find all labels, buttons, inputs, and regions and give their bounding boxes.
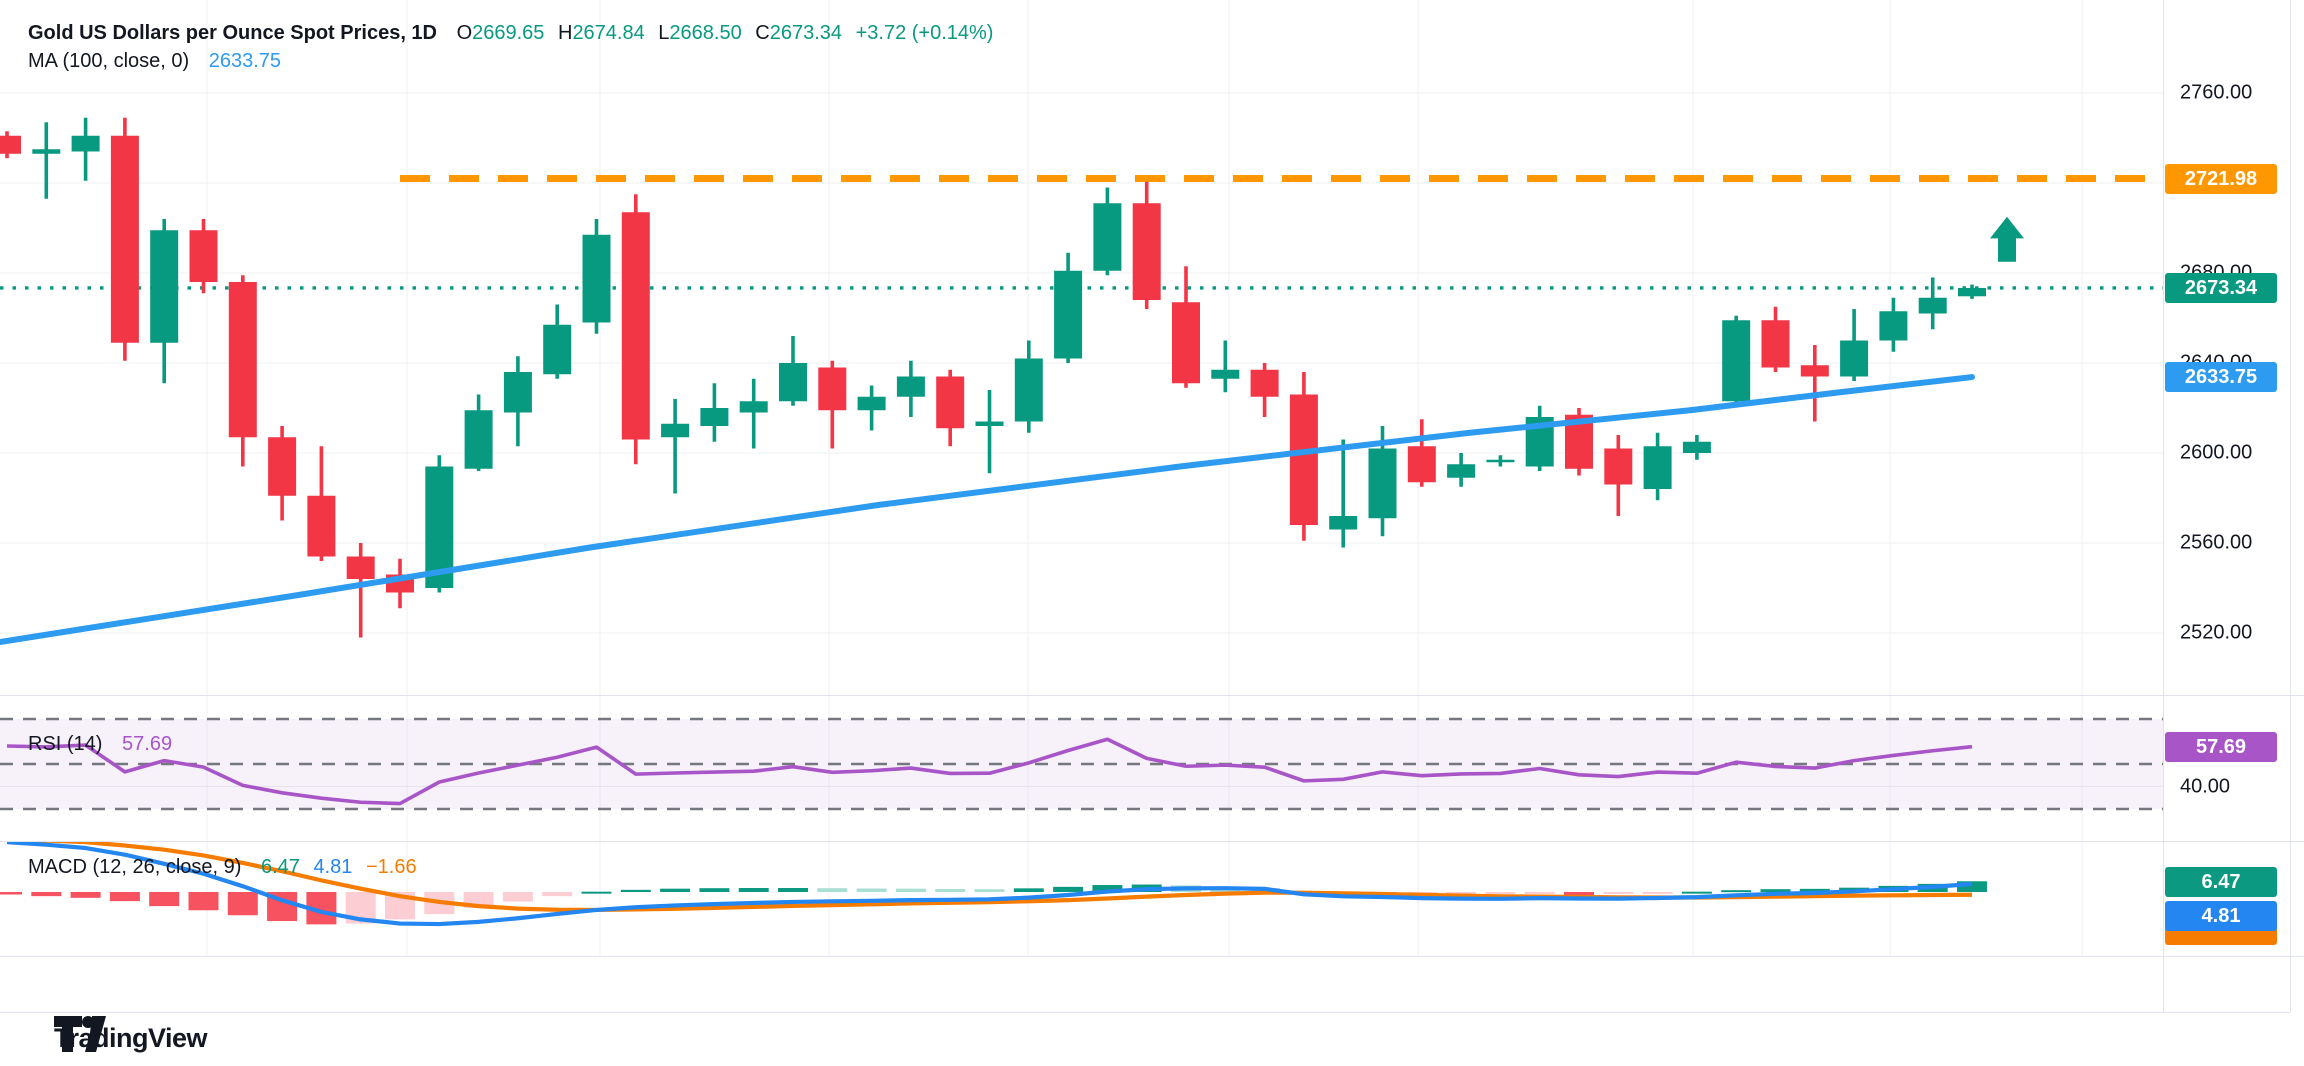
ma-price-badge: 2633.75 — [2165, 362, 2277, 393]
symbol-legend[interactable]: Gold US Dollars per Ounce Spot Prices, 1… — [28, 22, 993, 45]
low-label: L — [658, 22, 670, 44]
ma-label: MA (100, close, 0) — [28, 50, 190, 72]
rsi-axis-label: 40.00 — [2180, 775, 2231, 797]
symbol-title: Gold US Dollars per Ounce Spot Prices, 1… — [28, 22, 437, 44]
price-axis-label: 2520.00 — [2180, 621, 2253, 644]
rsi-legend[interactable]: RSI (14) 57.69 — [28, 733, 172, 756]
close-value: 2673.34 — [769, 22, 843, 44]
tradingview-logo[interactable]: TradingView — [54, 1016, 208, 1060]
resistance-price-badge: 2721.98 — [2165, 163, 2277, 194]
macd-label: MACD (12, 26, close, 9) — [28, 856, 242, 878]
open-label: O — [456, 22, 473, 44]
close-label: C — [755, 22, 770, 44]
tradingview-logo-icon — [54, 1016, 106, 1052]
tradingview-logo-text: TradingView — [54, 1022, 208, 1053]
price-axis-label: 2600.00 — [2180, 441, 2253, 464]
up-arrow-marker — [1990, 216, 2024, 262]
macd-line-value: 4.81 — [313, 856, 353, 878]
ma-legend[interactable]: MA (100, close, 0) 2633.75 — [28, 50, 281, 73]
pane-separators — [0, 0, 2304, 1013]
macd-pane[interactable] — [0, 840, 1987, 927]
price-axis-label: 2760.00 — [2180, 81, 2253, 104]
rsi-pane[interactable] — [0, 717, 2163, 811]
rsi-value: 57.69 — [122, 733, 173, 755]
ma-value: 2633.75 — [208, 50, 282, 72]
macd-hist-value: 6.47 — [260, 856, 300, 878]
price-pane[interactable] — [0, 117, 2163, 645]
last-price-badge: 2673.34 — [2165, 272, 2277, 303]
macd-signal-value: −1.66 — [365, 856, 417, 878]
macd-legend[interactable]: MACD (12, 26, close, 9) 6.47 4.81 −1.66 — [28, 856, 417, 879]
time-axis[interactable]: Nov81522Dec916232025813 — [0, 957, 2290, 1012]
rsi-label: RSI (14) — [28, 733, 103, 755]
low-value: 2668.50 — [669, 22, 742, 44]
open-value: 2669.65 — [472, 22, 545, 44]
high-label: H — [557, 22, 573, 44]
change-value: +3.72 (+0.14%) — [855, 22, 994, 44]
macd-hist-badge: 6.47 — [2165, 867, 2277, 897]
macd-line-badge: 4.81 — [2165, 901, 2277, 931]
rsi-value-badge: 57.69 — [2165, 731, 2277, 762]
price-axis-label: 2560.00 — [2180, 531, 2253, 554]
high-value: 2674.84 — [572, 22, 645, 44]
